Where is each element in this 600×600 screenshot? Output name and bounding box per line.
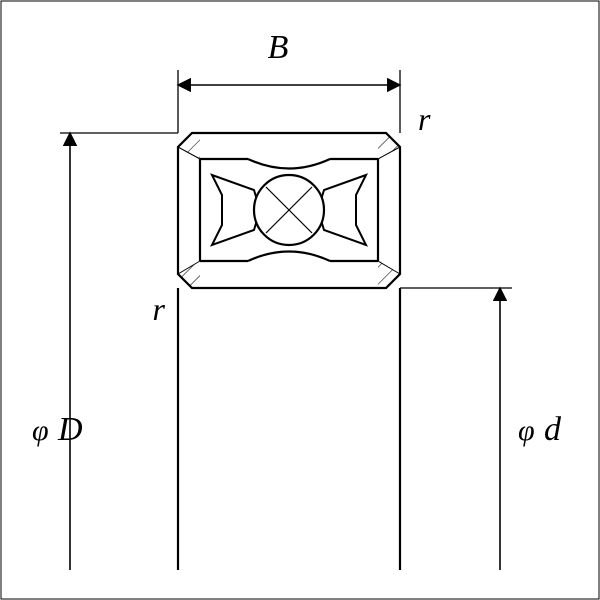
label-d-prefix: φ: [518, 414, 535, 447]
frame: [1, 1, 599, 599]
label-r-top: r: [418, 101, 431, 137]
bearing-cross-section: B φ D φ d r r: [0, 0, 600, 600]
label-B: B: [268, 29, 289, 66]
label-D: D: [57, 411, 83, 448]
label-d: d: [544, 411, 562, 448]
label-r-bottom: r: [153, 291, 166, 327]
label-D-prefix: φ: [32, 414, 49, 447]
